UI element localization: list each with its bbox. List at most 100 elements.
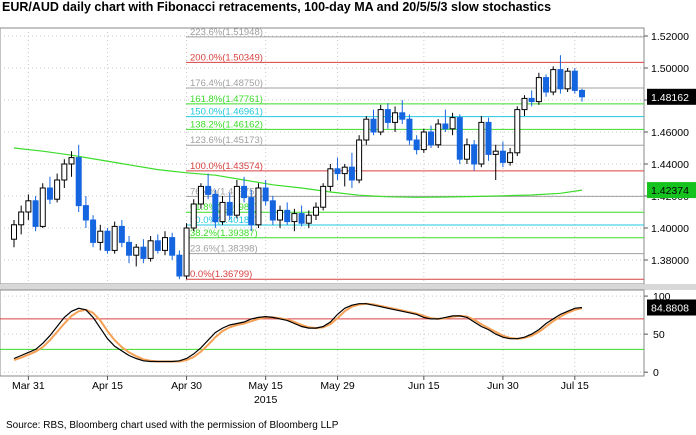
candle-body xyxy=(485,121,492,155)
x-axis-year-label: 2015 xyxy=(254,394,278,406)
candle-body xyxy=(176,254,183,277)
candle-body xyxy=(61,163,68,181)
candle-body xyxy=(46,187,53,200)
candle-body xyxy=(334,168,341,175)
candle-body xyxy=(147,240,154,259)
candle-body xyxy=(190,203,197,229)
candle-body xyxy=(205,185,212,195)
candle-body xyxy=(219,201,226,223)
stochastic-k-line xyxy=(13,303,583,363)
x-axis-label: Jun 15 xyxy=(408,380,440,392)
price-axis-label: 1.50000 xyxy=(651,63,689,75)
candle-body xyxy=(269,200,276,221)
candle-body xyxy=(90,219,97,243)
candle-body xyxy=(104,230,111,251)
ma-badge xyxy=(647,182,696,199)
last-price-badge xyxy=(647,88,696,105)
candle-body xyxy=(68,157,75,165)
x-axis-label: Apr 30 xyxy=(171,380,202,392)
candle-body xyxy=(492,150,499,155)
candle-body xyxy=(241,185,248,199)
stoch-axis-label: 50 xyxy=(653,329,665,341)
candle-body xyxy=(341,166,348,175)
panel-divider xyxy=(0,284,696,290)
candle-body xyxy=(535,77,542,103)
candle-body xyxy=(39,187,46,227)
candle-body xyxy=(456,117,463,160)
stoch-last-label: 84.8808 xyxy=(651,303,689,315)
candle-body xyxy=(514,109,521,154)
source-note: Source: RBS, Bloomberg chart used with t… xyxy=(6,420,339,431)
candle-body xyxy=(327,168,334,187)
candle-body xyxy=(463,144,470,160)
candle-body xyxy=(118,225,125,243)
price-panel xyxy=(0,27,645,285)
candle-body xyxy=(154,240,161,251)
candle-body xyxy=(233,185,240,216)
candle-body xyxy=(442,123,449,130)
candle-body xyxy=(428,131,435,146)
price-axis-label: 1.46000 xyxy=(651,127,689,139)
x-axis-label: Apr 15 xyxy=(92,380,123,392)
fib-label: 100.0%(1.43574) xyxy=(190,161,263,172)
candle-body xyxy=(406,118,413,141)
candle-body xyxy=(126,241,133,256)
candle-body xyxy=(543,77,550,93)
candle-body xyxy=(370,118,377,133)
price-axis-label: 1.52000 xyxy=(651,31,689,43)
candle-body xyxy=(320,185,327,208)
fib-label: 223.6%(1.51948) xyxy=(190,27,263,38)
candle-body xyxy=(579,89,585,98)
price-axis-label: 1.44000 xyxy=(651,159,689,171)
candle-body xyxy=(528,97,535,103)
candle-body xyxy=(356,139,363,181)
candle-body xyxy=(97,230,104,243)
candle-body xyxy=(248,197,255,226)
stoch-badge xyxy=(647,299,696,316)
candle-body xyxy=(169,237,176,256)
candle-body xyxy=(384,109,391,123)
candle-body xyxy=(377,109,384,133)
candle-body xyxy=(550,69,557,93)
candle-body xyxy=(557,69,564,90)
candle-body xyxy=(291,213,298,223)
x-axis-label: May 29 xyxy=(320,380,355,392)
fib-label: 161.8%(1.47761) xyxy=(190,94,263,105)
candle-body xyxy=(312,206,319,216)
candle-body xyxy=(305,214,312,224)
candle-body xyxy=(499,150,506,163)
candle-body xyxy=(25,200,32,213)
candle-body xyxy=(284,209,291,223)
fib-label: 138.2%(1.46162) xyxy=(190,119,263,130)
candle-body xyxy=(82,205,89,221)
price-axis-label: 1.40000 xyxy=(651,223,689,235)
chart-title: EUR/AUD daily chart with Fibonacci retra… xyxy=(2,0,552,14)
ma-100-line xyxy=(13,147,583,198)
last-price-label: 1.48162 xyxy=(651,92,689,104)
x-axis-label: Jun 30 xyxy=(487,380,519,392)
x-axis-label: May 15 xyxy=(248,380,283,392)
candle-body xyxy=(212,193,219,223)
candle-body xyxy=(111,225,118,251)
candle-body xyxy=(226,201,233,216)
candle-body xyxy=(161,237,168,251)
stoch-axis-label: 0 xyxy=(653,367,659,379)
fib-label: 176.4%(1.48750) xyxy=(190,78,263,89)
candle-body xyxy=(255,187,262,226)
candle-body xyxy=(420,131,427,151)
candle-body xyxy=(564,70,571,90)
candle-body xyxy=(449,117,456,130)
fib-label: 123.6%(1.45173) xyxy=(190,135,263,146)
fib-label: 76.4%(1.41975) xyxy=(190,186,258,197)
x-axis-label: Jul 15 xyxy=(561,380,589,392)
candle-body xyxy=(392,112,399,123)
candle-body xyxy=(75,157,82,207)
stochastic-lines xyxy=(13,302,583,363)
price-axis-label: 1.38000 xyxy=(651,255,689,267)
ma-label: 1.42374 xyxy=(651,185,689,197)
fib-label: 150.0%(1.46961) xyxy=(190,107,263,118)
candle-body xyxy=(262,187,269,202)
ma-100-polyline xyxy=(13,147,583,198)
fib-label: 23.6%(1.38398) xyxy=(190,244,258,255)
candle-body xyxy=(348,166,355,181)
